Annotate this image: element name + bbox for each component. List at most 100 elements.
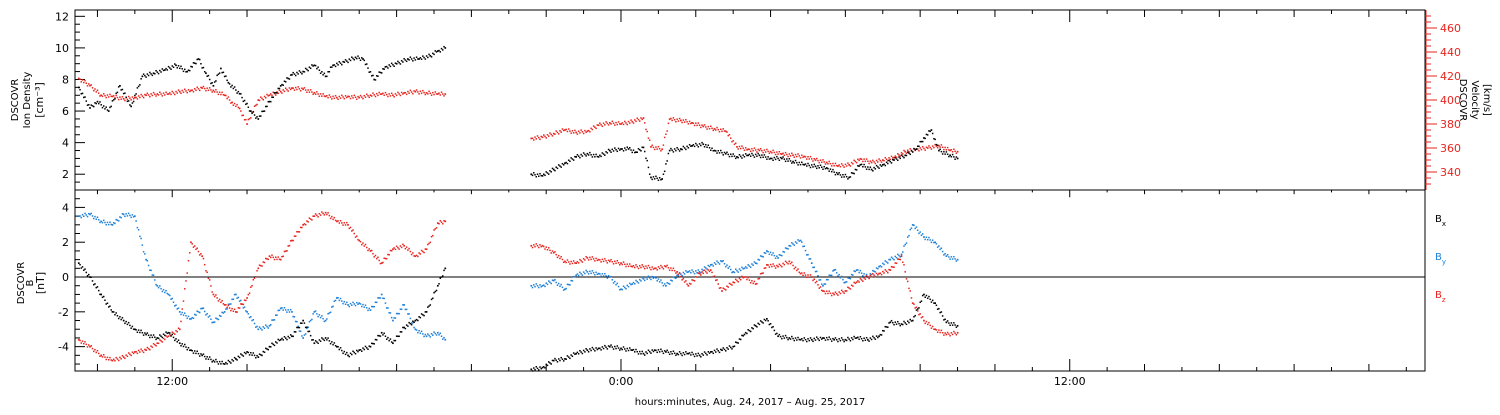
bx-series-point (866, 338, 869, 341)
ion-density-series-point (146, 73, 149, 75)
bx-series-point (111, 311, 114, 313)
bz-series-point (637, 267, 640, 270)
bx-series-point (731, 348, 733, 350)
by-series-point (312, 313, 314, 315)
ion-density-series-point (591, 156, 594, 158)
velocity-series-point (313, 92, 316, 94)
by-series-point (818, 279, 820, 281)
by-series-point (900, 253, 903, 256)
velocity-series-point (767, 150, 769, 153)
by-series-point (895, 256, 898, 259)
ion-density-series-point (601, 152, 604, 154)
velocity-series-point (137, 95, 140, 97)
bx-series-point (331, 341, 333, 343)
velocity-series-point (547, 135, 550, 137)
velocity-series-point (698, 124, 701, 126)
ion-density-series-point (934, 138, 936, 141)
by-series-point (546, 283, 549, 286)
ion-density-series-point (925, 133, 928, 136)
ion-density-series-point (666, 160, 668, 162)
bx-series-point (706, 354, 708, 356)
bz-series-point (561, 258, 564, 261)
by-series-point (715, 263, 717, 265)
bx-series-point (615, 347, 617, 350)
bx-series-point (655, 349, 657, 352)
bx-series-point (784, 334, 787, 337)
ion-density-series-point (248, 110, 251, 112)
velocity-series-point (777, 153, 779, 155)
ion-density-series-point (572, 159, 575, 161)
by-series-point (120, 216, 122, 219)
bz-series-point (266, 258, 268, 260)
bz-series-point (545, 246, 547, 248)
velocity-series-point (772, 149, 774, 152)
ion-density-series-point (317, 66, 319, 68)
velocity-series-point (668, 118, 671, 121)
bx-series-point (633, 351, 636, 353)
velocity-series-point (602, 122, 605, 125)
velocity-series-point (380, 93, 383, 95)
velocity-series-point (796, 155, 798, 158)
bx-series-point (777, 335, 779, 338)
velocity-series-point (906, 149, 909, 151)
ion-density-series-point (722, 154, 724, 156)
by-series-point (370, 305, 373, 308)
bx-series-point (551, 359, 554, 362)
bx-series-point (240, 353, 242, 355)
bz-series-point (206, 271, 208, 274)
velocity-series-point (174, 93, 176, 96)
bz-series-point (262, 261, 265, 263)
legend-subscript: z (1442, 296, 1446, 304)
by-series-point (317, 315, 319, 318)
velocity-series-point (837, 165, 839, 167)
by-series-point (91, 215, 94, 217)
bz-series-point (297, 231, 299, 233)
bz-series-point (712, 275, 715, 278)
bx-series-point (377, 334, 379, 337)
bz-series-point (696, 276, 698, 278)
by-series-point (825, 278, 828, 281)
ion-density-series-point (708, 147, 711, 149)
velocity-series-point (635, 120, 637, 123)
velocity-series-point (877, 161, 879, 163)
by-series-point (170, 298, 172, 300)
bx-series-point (387, 336, 389, 339)
velocity-series-point (80, 81, 83, 83)
bz-series-point (732, 281, 735, 284)
ion-density-series-point (929, 130, 931, 133)
ion-density-series-point (560, 166, 562, 168)
by-series-point (889, 258, 892, 261)
bz-series-point (225, 304, 227, 306)
velocity-series-point (604, 124, 606, 126)
by-series-point (363, 306, 365, 308)
velocity-series-point (909, 148, 911, 150)
ion-density-series-point (895, 158, 898, 160)
velocity-series-point (268, 94, 271, 97)
velocity-series-point (94, 88, 96, 90)
bz-series-point (822, 290, 824, 292)
by-series-point (159, 285, 161, 287)
bx-series-point (536, 367, 539, 370)
by-series-point (828, 274, 830, 277)
velocity-series-point (278, 89, 281, 91)
ion-density-series-point (918, 145, 920, 147)
velocity-series-point (198, 89, 201, 92)
ion-density-series-point (715, 150, 717, 152)
bx-series-point (232, 360, 235, 362)
bx-series-point (384, 335, 387, 337)
velocity-series-point (672, 117, 675, 119)
by-series-point (243, 306, 246, 308)
bz-series-point (230, 309, 232, 312)
bz-series-point (216, 297, 218, 299)
bz-series-point (341, 222, 343, 224)
by-series-point (748, 265, 751, 267)
ion-density-series-point (387, 67, 389, 69)
ion-density-series-point (221, 71, 223, 74)
bz-series-point (215, 294, 217, 296)
velocity-series-point (923, 147, 925, 150)
velocity-series-point (282, 89, 284, 91)
velocity-series-point (782, 152, 784, 155)
bx-series-point (348, 355, 351, 358)
ion-density-series-point (859, 163, 862, 166)
velocity-series-point (751, 148, 753, 150)
